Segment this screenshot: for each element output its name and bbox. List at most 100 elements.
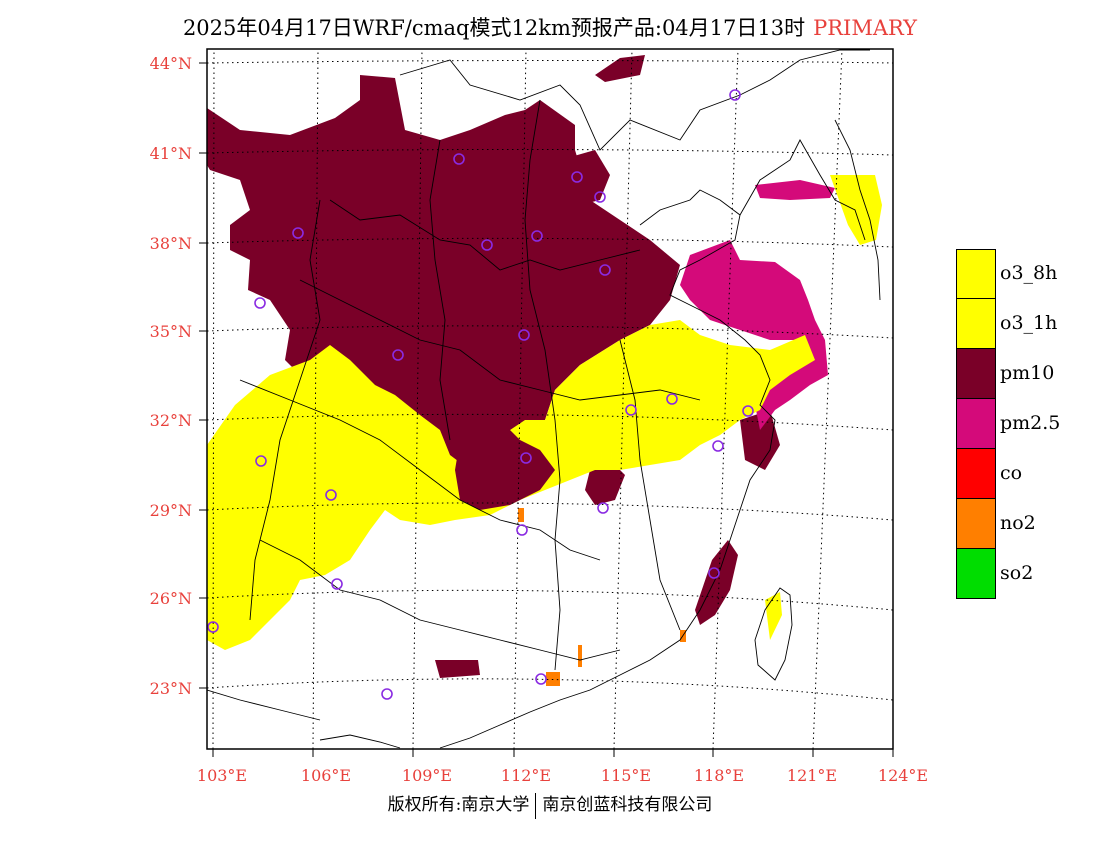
inner-boundary-5 xyxy=(429,139,451,441)
legend-swatch xyxy=(956,499,996,549)
vietnam-border xyxy=(207,689,321,721)
station-marker xyxy=(331,578,343,590)
lat-label: 41°N xyxy=(150,144,192,163)
station-marker xyxy=(571,171,583,183)
legend-label: o3_1h xyxy=(1000,312,1058,334)
legend-label: pm2.5 xyxy=(1000,412,1061,434)
station-marker xyxy=(625,404,637,416)
no2-hotspot-guangzhou xyxy=(546,672,560,686)
lon-label: 103°E xyxy=(197,766,247,785)
pm10-tongue-hunan xyxy=(455,420,555,510)
station-marker xyxy=(518,329,530,341)
bohai-coast xyxy=(439,189,776,749)
no2-hotspot-wuhan xyxy=(518,508,524,522)
legend-label: so2 xyxy=(1000,562,1034,584)
legend-entry-so2: so2 xyxy=(956,549,1076,599)
title-pollutant-tag: PRIMARY xyxy=(813,16,918,40)
inner-boundary-4 xyxy=(259,539,621,661)
legend-entry-o3-1h: o3_1h xyxy=(956,299,1076,349)
station-marker xyxy=(453,153,465,165)
axis-ticks xyxy=(199,62,894,757)
legend-label: pm10 xyxy=(1000,362,1055,384)
no2-hotspot-pearl-delta xyxy=(578,645,582,667)
lat-label: 35°N xyxy=(150,322,192,341)
o3-region-northeast xyxy=(830,175,882,245)
station-marker xyxy=(207,621,219,633)
legend-label: o3_8h xyxy=(1000,262,1058,284)
lat-label: 32°N xyxy=(150,411,192,430)
station-marker xyxy=(531,230,543,242)
pollution-field xyxy=(207,49,893,749)
legend-entry-pm25: pm2.5 xyxy=(956,399,1076,449)
legend-entry-no2: no2 xyxy=(956,499,1076,549)
inner-boundary-1 xyxy=(329,199,641,271)
pm10-region-hebei xyxy=(560,150,610,205)
inner-boundary-8 xyxy=(249,199,321,621)
station-marker xyxy=(392,349,404,361)
korea-coast xyxy=(834,119,881,301)
title-main: 2025年04月17日WRF/cmaq模式12km预报产品:04月17日13时 xyxy=(182,16,806,40)
legend-swatch xyxy=(956,249,996,299)
lon-label: 118°E xyxy=(694,766,744,785)
station-marker xyxy=(516,524,528,536)
legend-swatch xyxy=(956,399,996,449)
station-marker xyxy=(712,440,724,452)
pm25-region-liaoning xyxy=(755,180,835,200)
station-marker xyxy=(666,393,678,405)
credit-separator xyxy=(535,792,537,819)
lat-label: 23°N xyxy=(150,679,192,698)
lat-label: 26°N xyxy=(150,589,192,608)
pm10-region-jiangxi xyxy=(585,460,625,505)
station-marker xyxy=(594,191,606,203)
pm10-region-inner-mongolia xyxy=(595,55,645,82)
legend-label: co xyxy=(1000,462,1023,484)
legend-entry-pm10: pm10 xyxy=(956,349,1076,399)
station-marker xyxy=(254,297,266,309)
graticule xyxy=(207,49,893,749)
hainan-coast xyxy=(319,734,401,749)
station-marker xyxy=(729,89,741,101)
lon-label: 109°E xyxy=(402,766,452,785)
lat-label: 44°N xyxy=(150,54,192,73)
pm10-region-north xyxy=(207,75,680,505)
o3-region-taiwan-strait xyxy=(765,592,782,640)
station-marker xyxy=(325,489,337,501)
station-marker xyxy=(597,502,609,514)
map-frame xyxy=(206,48,894,750)
pm10-region-zhejiang xyxy=(740,410,780,470)
legend-entry-co: co xyxy=(956,449,1076,499)
station-marker xyxy=(535,673,547,685)
latitude-labels: 44°N 41°N 38°N 35°N 32°N 29°N 26°N 23°N xyxy=(150,54,192,698)
taiwan-island xyxy=(754,587,793,681)
credit-right: 南京创蓝科技有限公司 xyxy=(542,795,713,815)
legend-swatch xyxy=(956,449,996,499)
station-marker xyxy=(520,452,532,464)
copyright-credit: 版权所有:南京大学 南京创蓝科技有限公司 xyxy=(0,790,1100,819)
pm25-region-east xyxy=(680,240,828,430)
lon-label: 124°E xyxy=(878,766,928,785)
province-boundaries xyxy=(207,49,881,749)
inner-boundary-6 xyxy=(524,99,561,671)
legend-entry-o3-8h: o3_8h xyxy=(956,249,1076,299)
map-title: 2025年04月17日WRF/cmaq模式12km预报产品:04月17日13时 P… xyxy=(0,12,1100,42)
liaodong-coast xyxy=(739,139,866,241)
lat-label: 38°N xyxy=(150,234,192,253)
station-marker xyxy=(708,567,720,579)
longitude-labels: 103°E 106°E 109°E 112°E 115°E 118°E 121°… xyxy=(197,766,928,785)
pm10-region-fujian xyxy=(695,540,738,625)
legend-swatch xyxy=(956,549,996,599)
monitoring-stations xyxy=(207,89,754,700)
station-marker xyxy=(381,688,393,700)
pollutant-legend: o3_8h o3_1h pm10 pm2.5 co no2 so2 xyxy=(956,249,1076,599)
lon-label: 112°E xyxy=(501,766,551,785)
legend-swatch xyxy=(956,349,996,399)
station-marker xyxy=(292,227,304,239)
pm10-region-guangdong xyxy=(435,660,480,678)
north-border xyxy=(399,49,870,151)
lat-label: 29°N xyxy=(150,501,192,520)
station-marker xyxy=(481,239,493,251)
station-marker xyxy=(742,405,754,417)
inner-boundary-7 xyxy=(619,339,681,631)
legend-label: no2 xyxy=(1000,512,1036,534)
